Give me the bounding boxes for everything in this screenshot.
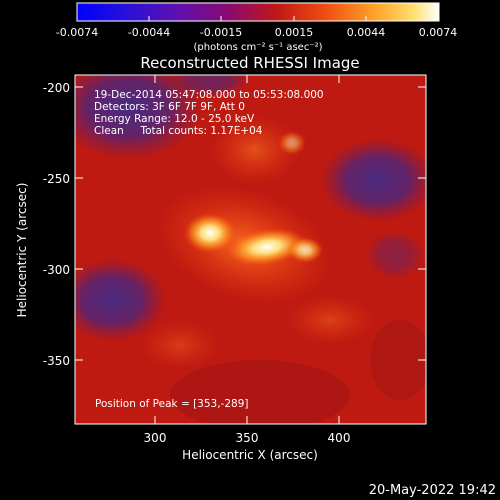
colorbar-tick-label: -0.0074 xyxy=(56,26,98,39)
axis-ticks xyxy=(75,75,426,424)
rhessi-image xyxy=(75,75,426,424)
x-axis-label: Heliocentric X (arcsec) xyxy=(182,448,318,462)
x-tick-label: 400 xyxy=(328,431,351,445)
info-time-range: 19-Dec-2014 05:47:08.000 to 05:53:08.000 xyxy=(94,89,324,101)
peak-position-label: Position of Peak = [353,-289] xyxy=(95,398,249,410)
x-tick-label: 350 xyxy=(236,431,259,445)
colorbar-tick-label: 0.0044 xyxy=(347,26,386,39)
y-axis-label: Heliocentric Y (arcsec) xyxy=(15,183,29,318)
colorbar-ticks xyxy=(76,16,439,21)
y-tick-label: -250 xyxy=(43,172,70,186)
footer-date: 20-May-2022 19:42 xyxy=(369,483,496,498)
info-detectors: Detectors: 3F 6F 7F 9F, Att 0 xyxy=(94,101,245,113)
colorbar-tick-label: 0.0074 xyxy=(419,26,458,39)
plot-title: Reconstructed RHESSI Image xyxy=(140,54,359,72)
info-clean-counts: Clean Total counts: 1.17E+04 xyxy=(94,125,263,137)
colorbar-tick-label: -0.0015 xyxy=(200,26,242,39)
y-tick-label: -200 xyxy=(43,81,70,95)
y-tick-label: -350 xyxy=(43,354,70,368)
colorbar-tick-label: -0.0044 xyxy=(128,26,170,39)
colorbar-tick-label: 0.0015 xyxy=(275,26,314,39)
info-energy-range: Energy Range: 12.0 - 25.0 keV xyxy=(94,113,255,125)
colorbar xyxy=(76,2,440,22)
y-tick-label: -300 xyxy=(43,263,70,277)
plot-frame xyxy=(74,74,427,425)
colorbar-units-label: (photons cm⁻² s⁻¹ asec⁻²) xyxy=(193,42,322,53)
x-tick-label: 300 xyxy=(144,431,167,445)
